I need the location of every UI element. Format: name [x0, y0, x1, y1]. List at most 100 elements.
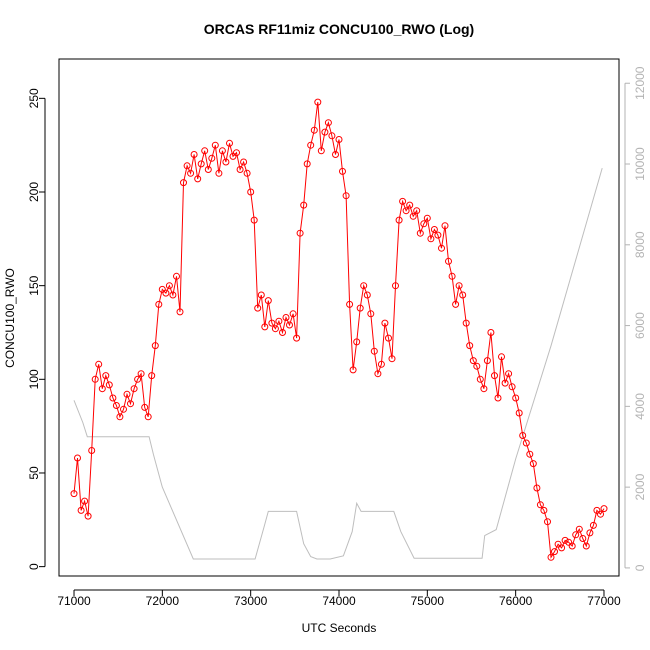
data-point [600, 505, 608, 513]
data-point [250, 216, 258, 224]
data-point [438, 244, 445, 252]
data-point [137, 370, 145, 378]
data-point [487, 329, 495, 336]
data-point [392, 282, 399, 290]
data-point [462, 319, 470, 327]
data-point [339, 167, 346, 175]
data-point [229, 152, 237, 160]
data-point [565, 538, 573, 546]
y2-tick-label: 12000 [633, 66, 647, 100]
chart-title: ORCAS RF11miz CONCU100_RWO (Log) [204, 21, 474, 37]
x-tick-label: 72000 [146, 594, 180, 608]
x-tick-label: 76000 [499, 594, 533, 608]
data-point [148, 372, 156, 380]
data-point [155, 300, 163, 308]
plot-frame [58, 58, 620, 577]
data-point [476, 375, 484, 383]
data-point [190, 151, 198, 158]
plot-area [70, 98, 608, 561]
data-point [342, 192, 350, 200]
data-point [512, 394, 520, 402]
data-point [353, 338, 361, 346]
data-point [536, 501, 544, 509]
x-axis-label: UTC Seconds [302, 621, 377, 635]
data-point [183, 162, 191, 170]
x-tick-label: 74000 [322, 594, 356, 608]
data-point [501, 379, 509, 387]
data-point [264, 297, 272, 305]
data-point [289, 310, 297, 318]
data-point [427, 235, 435, 243]
data-point [187, 169, 195, 177]
data-point [208, 154, 216, 162]
data-point [483, 357, 491, 365]
data-point [215, 169, 223, 177]
y2-tick-label: 4000 [633, 393, 647, 420]
data-point [430, 226, 438, 233]
data-point [317, 147, 325, 155]
data-point [324, 119, 332, 127]
x-tick-label: 73000 [234, 594, 268, 608]
y2-tick-label: 0 [633, 564, 647, 571]
data-point [176, 308, 184, 316]
y-tick-label: 150 [27, 275, 41, 295]
data-point [141, 403, 149, 411]
y-tick-label: 250 [27, 88, 41, 108]
data-point [201, 147, 209, 155]
y2-tick-label: 2000 [633, 473, 647, 500]
data-point [515, 409, 523, 417]
data-point [169, 291, 177, 299]
data-point [551, 548, 558, 556]
data-point [81, 497, 89, 505]
data-point [473, 362, 481, 370]
data-point [271, 325, 279, 333]
data-point [247, 188, 255, 196]
data-point [335, 136, 343, 143]
data-point [395, 216, 403, 224]
data-point [194, 175, 202, 183]
data-point [402, 207, 410, 215]
x-tick-label: 75000 [411, 594, 445, 608]
data-point [328, 132, 336, 140]
data-point [466, 342, 474, 350]
series-concu100-line [73, 102, 605, 559]
data-point [589, 521, 597, 529]
data-point [434, 231, 442, 239]
data-point [91, 375, 99, 383]
data-point [582, 542, 590, 550]
y-tick-label: 200 [27, 182, 41, 202]
data-point [261, 323, 269, 331]
data-point [211, 141, 219, 149]
data-point [385, 334, 392, 342]
data-point [561, 536, 569, 544]
data-point [399, 197, 407, 205]
data-point [508, 383, 516, 391]
data-point [416, 229, 424, 237]
data-point [162, 289, 170, 297]
data-point [423, 214, 431, 222]
data-point [296, 229, 304, 237]
data-point [494, 394, 502, 402]
data-point [575, 525, 583, 533]
data-point [409, 212, 417, 220]
data-point [586, 529, 594, 537]
data-point [120, 405, 127, 413]
data-point [158, 285, 166, 293]
data-point [116, 413, 124, 421]
data-point [233, 149, 240, 157]
data-point [363, 291, 371, 299]
y2-tick-label: 10000 [633, 147, 647, 181]
data-point [105, 381, 113, 389]
data-point [459, 291, 467, 299]
data-point [88, 447, 96, 454]
data-point [498, 353, 505, 361]
data-point [109, 394, 117, 402]
data-point [77, 506, 85, 514]
data-point [441, 222, 449, 230]
data-point [597, 510, 604, 518]
data-point [243, 169, 251, 177]
data-point [522, 439, 530, 447]
data-point [84, 512, 92, 520]
data-point [529, 460, 537, 468]
